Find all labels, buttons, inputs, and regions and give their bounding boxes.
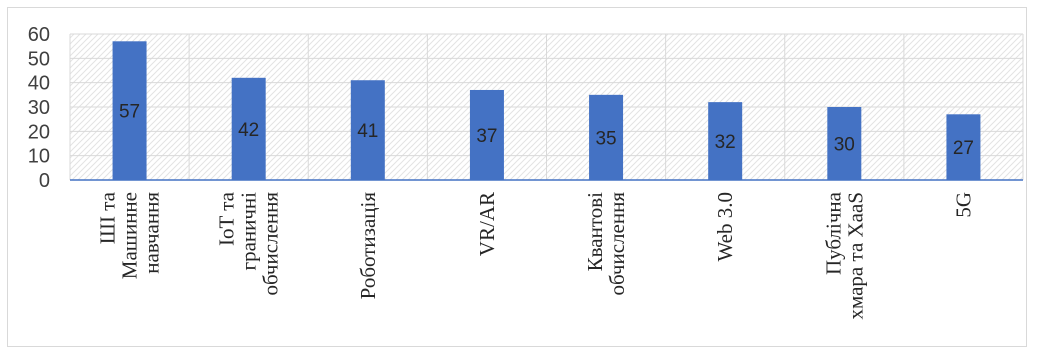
bar xyxy=(946,114,981,180)
bar xyxy=(350,80,385,180)
category-label-line: обчислення xyxy=(259,192,283,296)
y-tick-label: 20 xyxy=(28,121,50,143)
bar xyxy=(231,77,266,180)
category-label-line: Публічна xyxy=(821,191,845,275)
data-label: 35 xyxy=(595,128,616,149)
gridlines xyxy=(69,33,1024,180)
category-label-line: обчислення xyxy=(605,192,629,296)
bar xyxy=(827,107,862,180)
y-tick-label: 60 xyxy=(28,24,50,46)
y-tick-label: 0 xyxy=(39,170,50,192)
data-label: 32 xyxy=(715,132,736,153)
data-label: 30 xyxy=(834,135,855,156)
category-label: Web 3.0 xyxy=(713,192,737,261)
data-label: 37 xyxy=(476,126,497,147)
y-tick-label: 50 xyxy=(28,48,50,70)
category-label-line: Машинне xyxy=(118,192,142,279)
category-label-line: IoT та xyxy=(215,191,239,246)
data-label: 41 xyxy=(357,121,378,142)
bars xyxy=(112,41,981,180)
y-tick-label: 30 xyxy=(28,97,50,119)
category-label-line: Квантові xyxy=(583,192,607,272)
category-label: Роботизація xyxy=(356,192,380,300)
data-labels: 57 42 41 37 35 32 30 27 xyxy=(119,102,974,159)
category-label-line: хмара та XaaS xyxy=(843,192,867,320)
category-label: VR/AR xyxy=(475,192,499,256)
category-label-line: граничні xyxy=(237,192,261,271)
category-label-line: ШІ та xyxy=(96,191,120,244)
data-label: 57 xyxy=(119,102,140,123)
category-label-line: 5G xyxy=(951,192,975,218)
bar xyxy=(708,102,743,180)
bar xyxy=(112,41,147,180)
category-label-line: VR/AR xyxy=(475,192,499,256)
category-label-line: Роботизація xyxy=(356,192,380,300)
data-label: 27 xyxy=(953,138,974,159)
y-tick-label: 40 xyxy=(28,73,50,95)
y-tick-label: 10 xyxy=(28,146,50,168)
bar xyxy=(589,94,624,180)
category-label: 5G xyxy=(951,192,975,218)
category-label-line: навчання xyxy=(140,192,164,274)
bar xyxy=(469,89,504,180)
category-label-line: Web 3.0 xyxy=(713,192,737,261)
data-label: 42 xyxy=(238,120,259,141)
